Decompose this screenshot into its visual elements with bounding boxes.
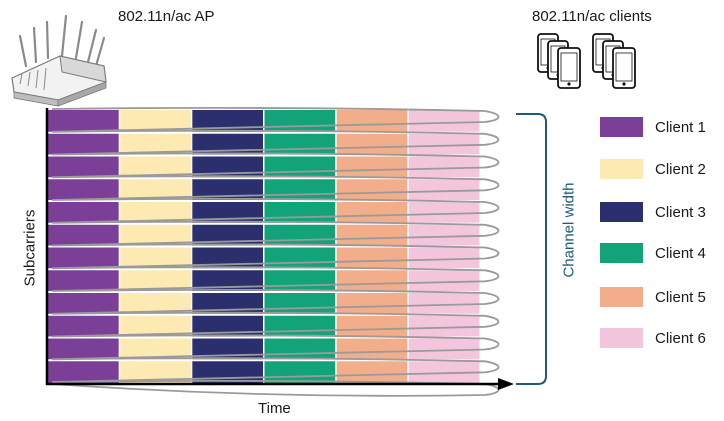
legend-label: Client 1 xyxy=(655,118,706,136)
legend-label: Client 3 xyxy=(655,203,706,221)
legend-swatch xyxy=(600,243,643,263)
legend-swatch xyxy=(600,159,643,179)
legend-swatch xyxy=(600,202,643,222)
legend-swatch xyxy=(600,287,643,307)
wifi-router-icon xyxy=(11,14,107,107)
coil-path xyxy=(51,106,500,397)
legend-item-client-1: Client 1 xyxy=(600,117,706,137)
subcarrier-coil xyxy=(51,106,500,397)
legend-swatch xyxy=(600,117,643,137)
y-axis-label: Subcarriers xyxy=(21,209,39,287)
channel-width-bracket xyxy=(516,113,547,385)
legend-item-client-2: Client 2 xyxy=(600,159,706,179)
legend-item-client-6: Client 6 xyxy=(600,328,706,348)
legend-label: Client 4 xyxy=(655,244,706,262)
smartphone-icon xyxy=(537,33,636,89)
x-axis-label: Time xyxy=(258,400,291,417)
legend-item-client-5: Client 5 xyxy=(600,287,706,307)
axes xyxy=(45,108,514,390)
legend-item-client-4: Client 4 xyxy=(600,243,706,263)
channel-width-label: Channel width xyxy=(560,182,578,278)
ap-label: 802.11n/ac AP xyxy=(118,8,215,25)
clients-label: 802.11n/ac clients xyxy=(532,8,652,25)
legend-label: Client 2 xyxy=(655,160,706,178)
legend-label: Client 5 xyxy=(655,288,706,306)
legend-label: Client 6 xyxy=(655,329,706,347)
time-arrow-icon xyxy=(498,378,514,390)
legend-swatch xyxy=(600,328,643,348)
legend-item-client-3: Client 3 xyxy=(600,202,706,222)
